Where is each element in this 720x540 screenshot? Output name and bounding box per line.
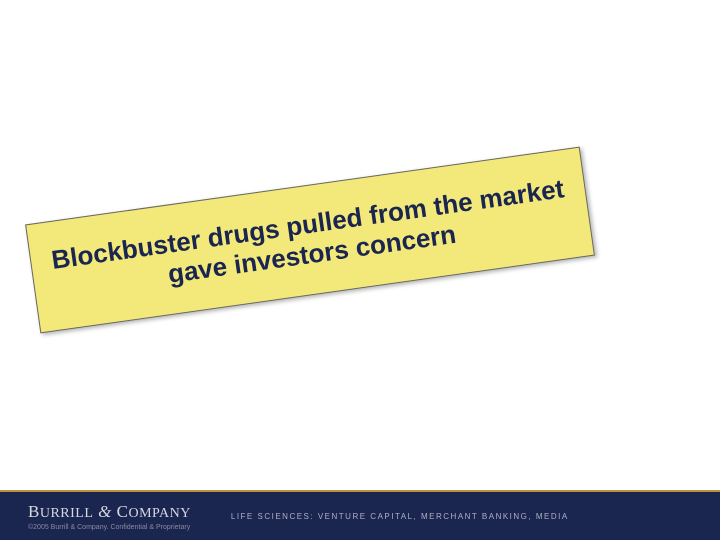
company-logo: BURRILL & COMPANY [28, 502, 191, 522]
logo-block: BURRILL & COMPANY ©2005 Burrill & Compan… [28, 502, 191, 531]
slide: Pulled from the Market Date Approved Dru… [0, 0, 720, 540]
footer-bar: BURRILL & COMPANY ©2005 Burrill & Compan… [0, 490, 720, 540]
tagline-text: LIFE SCIENCES: VENTURE CAPITAL, MERCHANT… [231, 512, 569, 521]
copyright-text: ©2005 Burrill & Company. Confidential & … [28, 524, 191, 531]
